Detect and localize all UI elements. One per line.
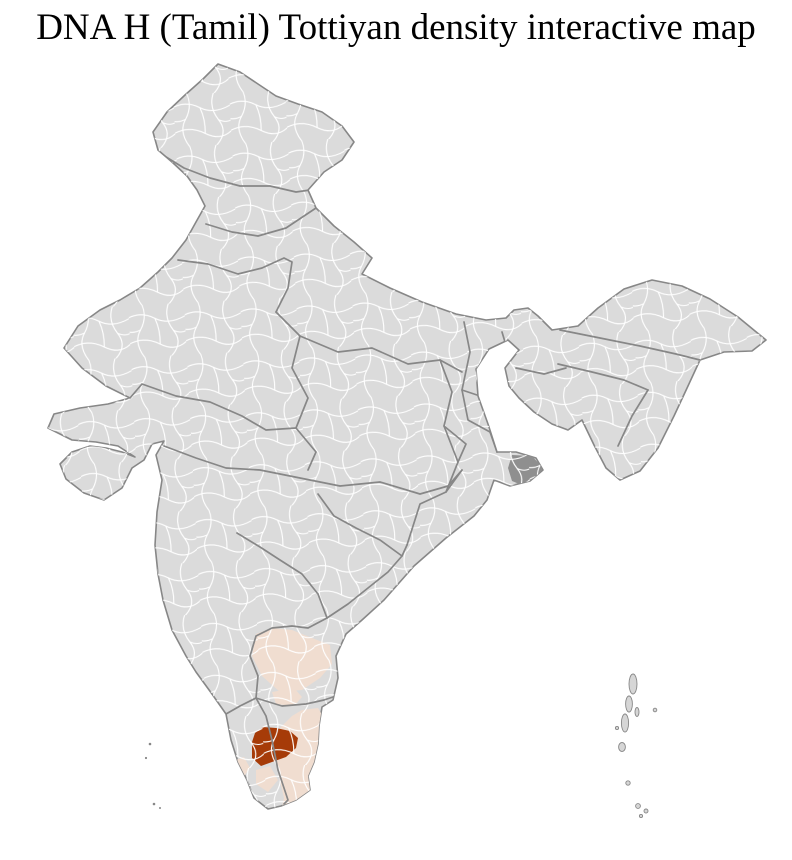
state-borders <box>129 151 701 805</box>
lakshadweep-islands <box>144 742 161 809</box>
district-boundaries-overlay <box>48 64 766 809</box>
andaman-nicobar-islands <box>614 673 658 819</box>
map-title: DNA H (Tamil) Tottiyan density interacti… <box>36 7 756 48</box>
